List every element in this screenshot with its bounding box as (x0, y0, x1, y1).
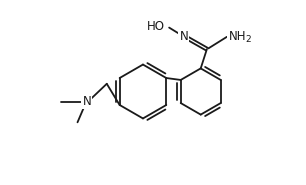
Text: 2: 2 (245, 35, 251, 44)
Text: N: N (179, 30, 188, 43)
Text: NH: NH (229, 30, 246, 43)
Text: N: N (82, 95, 91, 108)
Text: HO: HO (147, 20, 165, 33)
